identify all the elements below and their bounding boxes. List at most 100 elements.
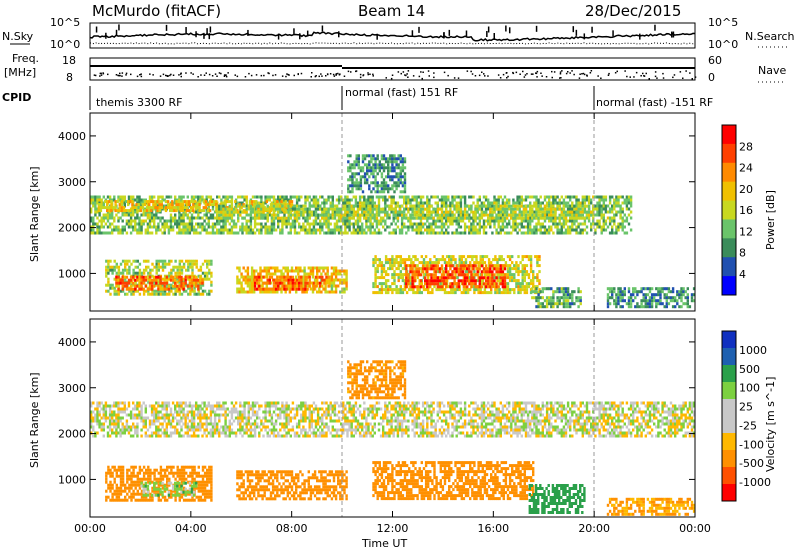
data-cell	[325, 231, 328, 235]
data-cell	[332, 266, 336, 270]
data-cell	[395, 172, 398, 176]
data-cell	[391, 264, 394, 268]
data-cell	[314, 228, 318, 232]
data-cell	[142, 271, 146, 275]
data-cell	[590, 201, 593, 205]
data-cell	[619, 195, 622, 199]
data-cell	[583, 207, 587, 211]
data-cell	[182, 284, 185, 288]
data-cell	[163, 204, 166, 208]
data-cell	[201, 292, 205, 296]
data-cell	[450, 291, 453, 295]
data-cell	[148, 213, 152, 217]
data-cell	[178, 284, 181, 288]
data-cell	[119, 231, 122, 235]
data-cell	[259, 203, 262, 207]
data-cell	[454, 261, 457, 265]
data-cell	[407, 225, 410, 229]
data-cell	[128, 265, 131, 269]
data-cell	[556, 216, 559, 220]
data-cell	[556, 201, 559, 205]
data-cell	[539, 204, 542, 208]
data-cell	[333, 210, 337, 214]
data-cell	[134, 228, 137, 232]
data-cell	[302, 213, 305, 217]
data-cell	[518, 198, 521, 202]
data-cell	[316, 201, 320, 205]
nave-dot	[443, 71, 446, 74]
data-cell	[378, 291, 381, 295]
data-cell	[106, 219, 110, 223]
data-cell	[319, 204, 322, 208]
data-cell	[207, 195, 210, 199]
data-cell	[440, 231, 444, 235]
data-cell	[345, 272, 348, 276]
data-cell	[206, 209, 210, 213]
data-cell	[115, 284, 118, 288]
data-cell	[115, 278, 118, 282]
data-cell	[384, 210, 387, 214]
data-cell	[185, 206, 189, 210]
data-cell	[459, 219, 463, 223]
data-cell	[176, 219, 179, 223]
data-cell	[308, 204, 311, 208]
data-cell	[562, 201, 566, 205]
data-cell	[260, 287, 263, 291]
data-cell	[144, 278, 147, 282]
data-cell	[157, 292, 160, 296]
data-cell	[587, 195, 591, 199]
data-cell	[188, 231, 192, 235]
data-cell	[388, 207, 391, 211]
data-cell	[140, 219, 143, 223]
data-cell	[337, 207, 341, 211]
data-cell	[208, 277, 211, 281]
data-cell	[195, 262, 198, 266]
data-cell	[479, 261, 482, 265]
nave-dot	[234, 74, 236, 76]
data-cell	[382, 282, 386, 286]
data-cell	[185, 268, 188, 272]
data-cell	[147, 265, 150, 269]
data-cell	[533, 228, 536, 232]
data-cell	[293, 216, 297, 220]
data-cell	[244, 281, 247, 285]
data-cell	[462, 291, 466, 295]
nave-dot	[412, 75, 415, 77]
nave-dot	[343, 75, 346, 77]
data-cell	[545, 195, 549, 199]
nave-dot	[332, 73, 335, 76]
data-cell	[280, 269, 283, 273]
data-cell	[460, 255, 463, 259]
data-cell	[401, 157, 405, 161]
data-cell	[199, 222, 202, 226]
data-cell	[353, 184, 356, 188]
data-cell	[438, 231, 442, 235]
data-cell	[268, 228, 271, 232]
data-cell	[564, 195, 568, 199]
data-cell	[186, 228, 189, 232]
data-cell	[195, 292, 198, 296]
data-cell	[142, 201, 145, 205]
data-cell	[161, 283, 165, 287]
data-cell	[394, 231, 397, 235]
data-cell	[253, 203, 256, 207]
data-cell	[269, 266, 273, 270]
data-cell	[361, 190, 365, 194]
data-cell	[180, 195, 183, 199]
data-cell	[318, 266, 321, 270]
data-cell	[410, 288, 413, 292]
data-cell	[393, 160, 396, 164]
data-cell	[169, 228, 173, 232]
data-cell	[333, 228, 337, 232]
data-cell	[529, 228, 532, 232]
data-cell	[102, 201, 105, 205]
data-cell	[240, 281, 243, 285]
nave-dot	[225, 74, 227, 76]
data-cell	[228, 207, 231, 211]
data-cell	[598, 213, 601, 217]
data-cell	[448, 291, 451, 295]
data-cell	[220, 216, 223, 220]
data-cell	[393, 166, 396, 170]
data-cell	[222, 222, 225, 226]
